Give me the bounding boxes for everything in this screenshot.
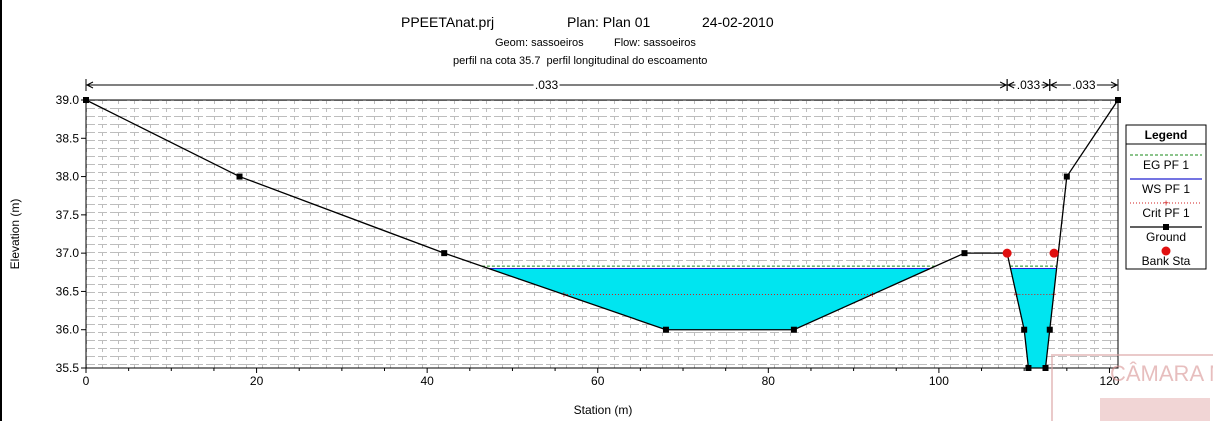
legend-item-label: Crit PF 1 — [1142, 206, 1190, 220]
water-area — [488, 268, 931, 330]
legend-item-label: EG PF 1 — [1143, 158, 1189, 172]
axes-layer: 0 20 40 60 80 100 120 35.5 36.0 36.5 37.0 37.5 38.0 3… — [56, 93, 1120, 388]
plot-area-border — [85, 99, 1119, 369]
y-tick-label: 37.5 — [56, 208, 80, 222]
ground-point — [961, 250, 968, 257]
x-axis-label: Station (m) — [574, 403, 633, 417]
stamp-frame — [1051, 354, 1213, 426]
x-tick-label: 40 — [420, 374, 434, 388]
stamp-block — [1100, 398, 1210, 421]
crit-pf1-marker: + — [869, 290, 875, 301]
manning-arrow-right — [999, 81, 1008, 89]
chart-description: perfil na cota 35.7 perfil longitudinal … — [453, 55, 707, 67]
manning-n-label: .033 — [535, 78, 559, 92]
chart-subtitle-flow: Flow: sassoeiros — [614, 37, 696, 49]
legend-ground-marker — [1163, 224, 1169, 230]
manning-arrow-left — [1049, 81, 1057, 89]
legend-item-label: Ground — [1146, 230, 1186, 244]
legend-title: Legend — [1145, 128, 1188, 142]
y-tick-label: 37.0 — [56, 246, 80, 260]
chart-title-project: PPEETAnat.prj — [401, 14, 494, 30]
manning-arrow-left — [85, 81, 94, 89]
x-tick-label: 60 — [591, 374, 605, 388]
x-tick-label: 100 — [929, 374, 949, 388]
crit-pf1-marker: + — [561, 290, 567, 301]
ground-point — [236, 173, 243, 180]
ground-point — [790, 326, 797, 333]
water-area — [1010, 268, 1057, 368]
ground-point — [1046, 326, 1053, 333]
bank-station-point — [1049, 248, 1059, 258]
chart-title-date: 24-02-2010 — [702, 14, 774, 30]
y-tick-label: 38.5 — [56, 131, 80, 145]
manning-n-markers: .033 .033 .033 — [85, 78, 1119, 92]
plot-grid — [86, 100, 1118, 368]
y-tick-label: 38.0 — [56, 170, 80, 184]
y-tick-label: 36.5 — [56, 284, 80, 298]
water-fill-layer — [488, 268, 1057, 368]
stamp: CÂMARA M — [1051, 354, 1213, 426]
legend-crit-marker: + — [1163, 199, 1169, 210]
legend-items: EG PF 1 WS PF 1 +Crit PF 1 Ground Bank Sta — [1130, 154, 1202, 268]
chart-subtitle-geom: Geom: sassoeiros — [495, 37, 584, 49]
ground-point — [441, 250, 448, 257]
y-tick-label: 39.0 — [56, 93, 80, 107]
x-tick-label: 20 — [250, 374, 264, 388]
legend-item-label: Bank Sta — [1142, 254, 1191, 268]
y-tick-label: 36.0 — [56, 323, 80, 337]
chart-title-plan: Plan: Plan 01 — [567, 14, 650, 30]
manning-n-label: .033 — [1072, 78, 1096, 92]
bank-station-point — [1002, 248, 1012, 258]
y-tick-label: 35.5 — [56, 361, 80, 375]
x-tick-label: 120 — [1099, 374, 1119, 388]
manning-arrow-right — [1042, 81, 1050, 89]
legend-bank-marker — [1161, 246, 1171, 256]
ground-point — [1063, 173, 1070, 180]
x-tick-label: 0 — [83, 374, 90, 388]
ground-point — [662, 326, 669, 333]
legend-item-label: WS PF 1 — [1142, 182, 1190, 196]
manning-arrow-right — [1110, 81, 1119, 89]
stamp-text: CÂMARA M — [1110, 361, 1213, 386]
manning-arrow-left — [1007, 81, 1015, 89]
y-axis-label: Elevation (m) — [8, 199, 22, 270]
manning-n-label: .033 — [1017, 78, 1041, 92]
x-tick-label: 80 — [762, 374, 776, 388]
legend-box — [1125, 124, 1207, 270]
legend: Legend EG PF 1 WS PF 1 +Crit PF 1 Ground Ban… — [1125, 124, 1207, 270]
window-left-border — [0, 0, 2, 421]
ground-point — [1021, 326, 1028, 333]
